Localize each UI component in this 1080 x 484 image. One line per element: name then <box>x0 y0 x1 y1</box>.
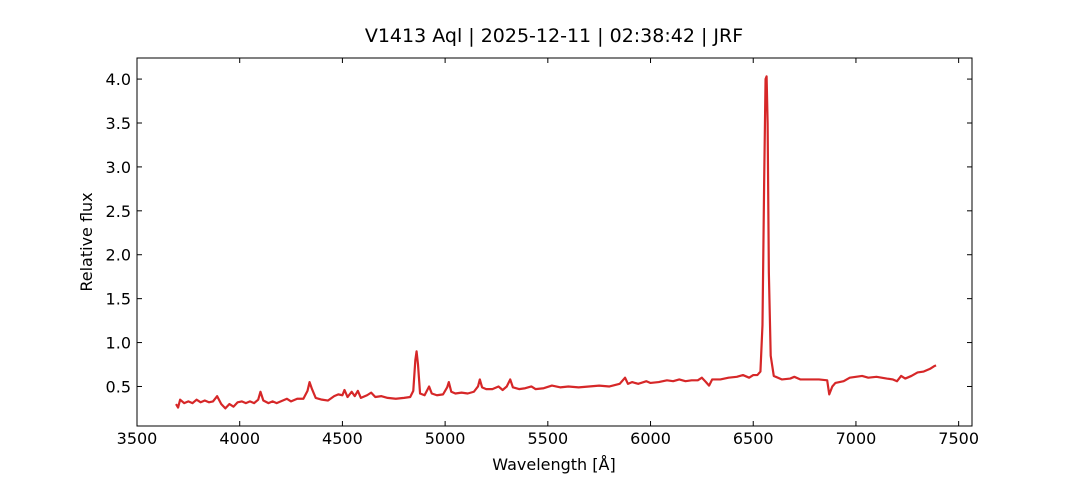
y-tick-label: 4.0 <box>106 70 131 89</box>
y-tick-label: 1.5 <box>106 290 131 309</box>
x-tick-label: 7500 <box>938 429 979 448</box>
y-tick-label: 1.0 <box>106 334 131 353</box>
x-tick-label: 4500 <box>322 429 363 448</box>
x-axis-label: Wavelength [Å] <box>492 455 615 474</box>
x-tick-label: 7000 <box>836 429 877 448</box>
x-tick-label: 3500 <box>117 429 158 448</box>
y-tick-label: 2.5 <box>106 202 131 221</box>
y-axis-label: Relative flux <box>77 192 96 291</box>
spectrum-line <box>175 75 937 410</box>
plot-frame <box>136 57 973 427</box>
x-tick-label: 5500 <box>527 429 568 448</box>
y-tick-label: 0.5 <box>106 377 131 396</box>
x-tick-label: 6000 <box>630 429 671 448</box>
x-tick-label: 4000 <box>219 429 260 448</box>
x-tick-label: 5000 <box>425 429 466 448</box>
chart-title: V1413 Aql | 2025-12-11 | 02:38:42 | JRF <box>365 25 743 47</box>
y-tick-label: 3.0 <box>106 158 131 177</box>
y-tick-label: 3.5 <box>106 114 131 133</box>
x-tick-label: 6500 <box>733 429 774 448</box>
y-tick-label: 2.0 <box>106 246 131 265</box>
